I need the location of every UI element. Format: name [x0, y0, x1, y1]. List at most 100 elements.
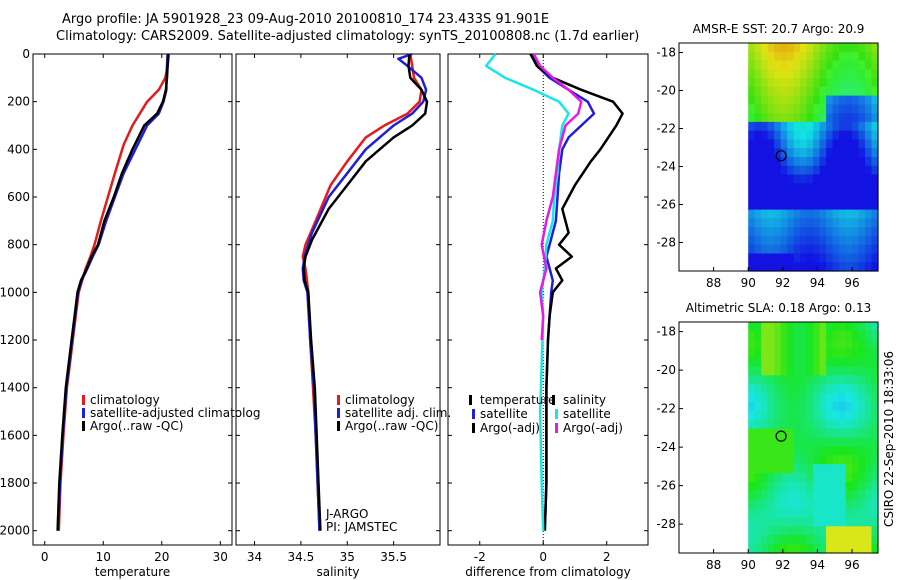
heatmap-cell — [748, 508, 756, 519]
heatmap-cell — [826, 508, 834, 519]
heatmap-cell — [806, 402, 814, 412]
heatmap-cell — [761, 357, 769, 367]
heatmap-cell — [761, 200, 769, 211]
heatmap-cell — [774, 174, 782, 184]
heatmap-cell — [754, 244, 762, 255]
heatmap-cell — [748, 490, 756, 501]
heatmap-cell — [852, 51, 860, 62]
heatmap-cell — [806, 384, 814, 394]
heatmap-cell — [826, 322, 834, 332]
panel-annotation: PI: JAMSTEC — [326, 520, 397, 534]
heatmap-cell — [793, 113, 801, 123]
heatmap-cell — [826, 148, 834, 158]
heatmap-cell — [826, 357, 834, 367]
heatmap-cell — [865, 200, 873, 211]
heatmap-cell — [845, 121, 853, 132]
heatmap-cell — [819, 339, 827, 350]
heatmap-cell — [793, 384, 801, 394]
heatmap-cell — [793, 322, 801, 332]
heatmap-cell — [865, 366, 873, 376]
heatmap-cell — [871, 174, 879, 184]
heatmap-cell — [748, 227, 756, 237]
heatmap-cell — [748, 419, 756, 430]
heatmap-cell — [806, 419, 814, 430]
heatmap-cell — [845, 183, 853, 193]
heatmap-cell — [813, 104, 821, 114]
heatmap-cell — [858, 183, 866, 193]
heatmap-cell — [754, 218, 762, 228]
heatmap-cell — [754, 165, 762, 176]
legend-swatch-black — [82, 421, 85, 431]
heatmap-cell — [839, 322, 847, 332]
heatmap-cell — [819, 86, 827, 97]
heatmap-cell — [871, 535, 879, 545]
heatmap-cell — [839, 446, 847, 456]
heatmap-cell — [780, 508, 788, 519]
heatmap-cell — [767, 209, 775, 219]
heatmap-cell — [754, 322, 762, 332]
heatmap-cell — [826, 227, 834, 237]
heatmap-cell — [774, 455, 782, 465]
heatmap-cell — [852, 464, 860, 474]
heatmap-cell — [813, 464, 821, 474]
map-x-tick-label: 94 — [810, 558, 825, 572]
heatmap-cell — [832, 428, 840, 439]
map-y-tick-label: -18 — [656, 46, 676, 60]
heatmap-cell — [826, 95, 834, 105]
heatmap-cell — [852, 113, 860, 123]
heatmap-cell — [748, 262, 756, 272]
heatmap-cell — [754, 200, 762, 211]
heatmap-cell — [819, 437, 827, 447]
heatmap-cell — [800, 393, 808, 403]
heatmap-cell — [806, 473, 814, 483]
heatmap-cell — [858, 366, 866, 376]
heatmap-cell — [806, 464, 814, 474]
heatmap-cell — [832, 69, 840, 79]
heatmap-cell — [774, 148, 782, 158]
heatmap-cell — [832, 384, 840, 394]
heatmap-cell — [865, 419, 873, 430]
heatmap-cell — [832, 192, 840, 202]
heatmap-cell — [813, 384, 821, 394]
heatmap-cell — [839, 490, 847, 501]
heatmap-cell — [865, 375, 873, 385]
heatmap-cell — [748, 499, 756, 510]
heatmap-cell — [787, 366, 795, 376]
heatmap-cell — [787, 95, 795, 105]
heatmap-cell — [871, 244, 879, 255]
heatmap-cell — [832, 357, 840, 367]
heatmap-cell — [800, 526, 808, 536]
heatmap-cell — [806, 481, 814, 492]
heatmap-cell — [761, 402, 769, 412]
heatmap-cell — [852, 402, 860, 412]
heatmap-cell — [813, 526, 821, 536]
heatmap-cell — [787, 375, 795, 385]
heatmap-cell — [767, 366, 775, 376]
heatmap-cell — [826, 60, 834, 70]
heatmap-cell — [871, 121, 879, 132]
heatmap-cell — [754, 348, 762, 359]
heatmap-cell — [819, 60, 827, 70]
heatmap-cell — [839, 86, 847, 97]
heatmap-cell — [787, 113, 795, 123]
heatmap-cell — [845, 526, 853, 536]
heatmap-cell — [774, 339, 782, 350]
heatmap-cell — [761, 446, 769, 456]
heatmap-cell — [793, 410, 801, 421]
heatmap-cell — [754, 113, 762, 123]
heatmap-cell — [748, 148, 756, 158]
heatmap-cell — [845, 366, 853, 376]
x-axis-label: temperature — [95, 565, 170, 579]
heatmap-cell — [754, 375, 762, 385]
heatmap-cell — [754, 357, 762, 367]
heatmap-cell — [754, 535, 762, 545]
heatmap-cell — [774, 165, 782, 176]
map-x-tick-label: 96 — [844, 276, 859, 290]
heatmap-cell — [761, 51, 769, 62]
heatmap-cell — [767, 490, 775, 501]
heatmap-cell — [754, 402, 762, 412]
heatmap-cell — [800, 402, 808, 412]
heatmap-cell — [832, 157, 840, 167]
heatmap-cell — [748, 357, 756, 367]
heatmap-cell — [871, 499, 879, 510]
